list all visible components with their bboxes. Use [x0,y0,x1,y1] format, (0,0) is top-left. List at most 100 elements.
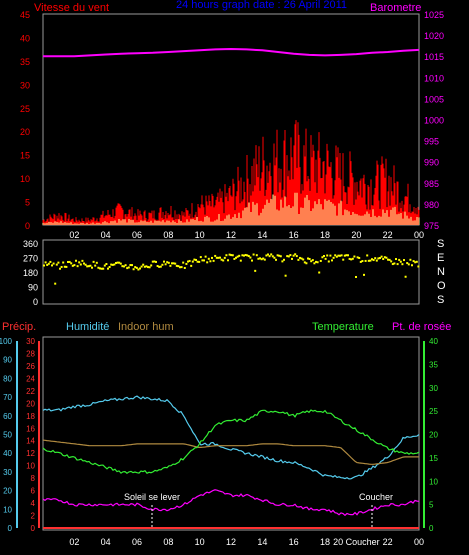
wind-dir-point [174,262,177,265]
wind-dir-point [238,254,241,257]
wind-dir-point [382,258,385,261]
wind-dir-point [47,262,50,265]
wind-dir-point [139,267,141,270]
wind-dir-point [67,261,69,264]
precip-tick-label: 10 [26,462,35,471]
x-tick-label: 10 [195,230,205,240]
wind-dir-point [241,254,244,257]
wind-dir-point [123,265,125,268]
right-tick-label: 20 [429,431,438,440]
right-tick-label: 15 [429,454,438,463]
wind-dir-point [391,263,394,266]
wind-dir-point [331,259,333,262]
wind-dir-point [198,260,201,263]
wind-dir-point [73,264,76,267]
wind-dir-point [403,259,405,262]
wind-dir-point [214,254,217,257]
wind-dir-point [137,268,140,271]
wind-dir-point [340,254,343,257]
humid-tick-label: 80 [3,374,12,383]
wind-dir-point [353,255,356,258]
wind-dir-point [219,256,221,259]
wind-dir-point [268,255,271,258]
wind-dir-point [49,260,52,263]
series-line [42,489,420,517]
wind-dir-point [180,266,183,269]
dir-tick-label: 0 [33,297,38,307]
wind-dir-point [318,271,321,274]
wind-dir-point [129,264,132,267]
wind-dir-point [54,282,57,285]
wind-dir-point [295,255,298,258]
wind-dir-point [246,254,249,257]
wind-dir-point [183,266,186,269]
wind-dir-point [126,267,129,270]
wind-dir-point [63,265,66,268]
wind-dir-point [399,260,402,263]
precip-tick-label: 30 [26,337,35,346]
baro-axis-label: Barometre [370,2,421,14]
wind-dir-point [164,263,167,266]
wind-dir-point [388,258,391,261]
wind-dir-point [195,258,197,261]
x-tick-label: 02 [69,537,79,547]
wind-dir-point [270,253,273,256]
wind-dir-point [111,263,114,266]
wind-dir-point [414,261,417,264]
series-line [42,395,420,480]
wind-dir-point [243,254,245,257]
precip-tick-label: 18 [26,412,35,421]
wind-dir-point [175,264,178,267]
wind-dir-point [278,254,281,257]
wind-tick-label: 0 [25,221,30,231]
wind-dir-point [361,260,364,263]
x-tick-label: 14 [257,230,267,240]
wind-dir-point [220,258,223,261]
wind-dir-point [99,267,101,270]
wind-tick-label: 5 [25,198,30,208]
wind-dir-point [377,257,380,260]
precip-tick-label: 4 [31,499,36,508]
wind-dir-point [263,258,266,261]
wind-dir-point [70,262,73,265]
x-tick-label: 00 [414,537,424,547]
x-tick-label: 02 [69,230,79,240]
series-line [42,439,419,465]
right-tick-label: 5 [429,501,434,510]
wind-dir-point [367,259,370,262]
humid-tick-label: 10 [3,505,12,514]
dew-axis-label: Pt. de rosée [392,321,451,333]
wind-dir-point [407,263,410,266]
wind-dir-point [355,275,357,278]
baro-tick-label: 1010 [424,73,444,83]
wind-dir-point [363,273,365,276]
wind-dir-point [78,261,81,264]
wind-dir-point [398,258,401,261]
wind-dir-point [179,266,181,269]
wind-dir-point [359,260,362,263]
baro-tick-label: 980 [424,200,439,210]
wind-dir-point [396,263,399,266]
precip-axis-label: Précip. [2,321,36,333]
wind-dir-point [75,259,77,262]
compass-letter: N [437,266,445,278]
x-tick-label: 22 [383,537,393,547]
wind-dir-point [150,264,153,267]
humid-axis-label: Humidité [66,321,109,333]
wind-dir-point [46,263,49,266]
right-tick-label: 10 [429,477,438,486]
wind-dir-point [134,266,137,269]
wind-dir-point [102,267,105,270]
x-tick-label: 22 [383,230,393,240]
wind-dir-point [57,261,60,264]
wind-dir-point [297,258,300,261]
wind-dir-point [161,263,164,266]
precip-tick-label: 2 [31,512,36,521]
wind-dir-point [347,254,349,257]
wind-dir-point [196,260,199,263]
humid-tick-label: 90 [3,356,12,365]
baro-tick-label: 995 [424,137,439,147]
wind-dir-point [151,260,154,263]
baro-tick-label: 985 [424,179,439,189]
